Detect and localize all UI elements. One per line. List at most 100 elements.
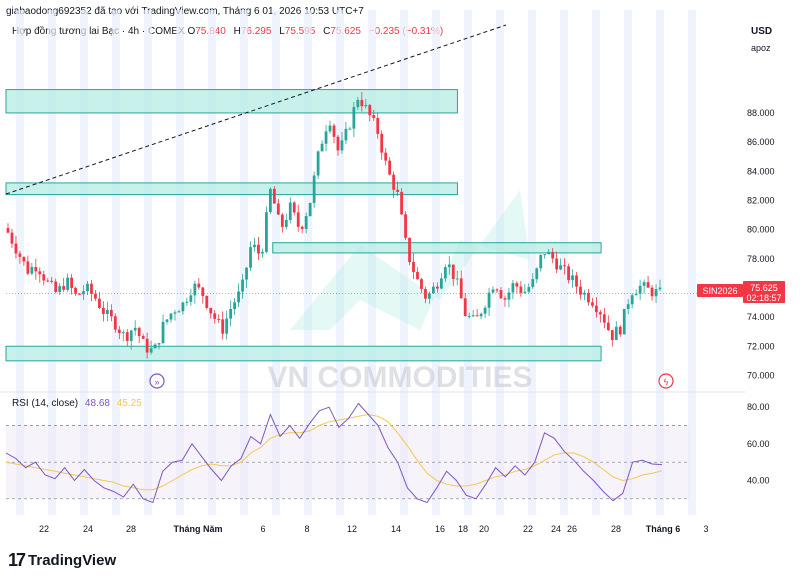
candle-body xyxy=(455,278,459,280)
candle-body xyxy=(344,128,348,141)
candle-body xyxy=(332,125,336,137)
candle-body xyxy=(125,332,129,341)
candle-body xyxy=(416,272,419,280)
candle-body xyxy=(606,322,610,331)
trendline xyxy=(5,24,507,195)
scale-mode-label[interactable]: apoz xyxy=(751,43,771,53)
session-band xyxy=(400,10,408,515)
candle-body xyxy=(82,291,85,295)
candle-body xyxy=(221,319,225,334)
candle-body xyxy=(575,275,578,287)
candle-body xyxy=(237,291,240,303)
candle-body xyxy=(42,274,46,281)
candle-body xyxy=(443,267,447,279)
watermark-group: VN COMMODITIES xyxy=(267,190,533,394)
session-band xyxy=(464,10,472,515)
candle-body xyxy=(511,283,515,293)
rsi-levels xyxy=(6,425,690,500)
candle-body xyxy=(475,315,479,317)
candle-body xyxy=(296,212,300,227)
candle-body xyxy=(233,302,236,309)
rsi-line xyxy=(5,402,663,504)
session-band xyxy=(80,10,88,515)
currency-label[interactable]: USD xyxy=(751,26,773,37)
candle-body xyxy=(86,283,89,292)
candle-body xyxy=(654,289,658,297)
candle-body xyxy=(539,254,543,269)
candle-body xyxy=(551,251,555,259)
candle-body xyxy=(38,271,42,275)
candle-body xyxy=(284,220,288,227)
time-tick-label: 6 xyxy=(260,524,265,534)
candle-body xyxy=(412,262,415,273)
candle-body xyxy=(268,188,272,213)
rsi-legend[interactable]: RSI (14, close) 48.68 45.25 xyxy=(12,398,142,409)
candle-body xyxy=(328,125,332,132)
candle-body xyxy=(360,99,364,107)
candle-body xyxy=(249,247,252,268)
candle-body xyxy=(292,202,296,213)
lightning-glyph: ϟ xyxy=(664,377,669,387)
candle-body xyxy=(26,261,30,274)
zones-group xyxy=(5,89,602,362)
watermark-arrow-shape xyxy=(290,190,530,330)
candle-body xyxy=(364,105,368,107)
candle-body xyxy=(117,329,121,334)
rsi-label: RSI (14, close) xyxy=(12,398,79,409)
candle-body xyxy=(384,152,388,161)
session-band xyxy=(208,10,216,515)
candle-body xyxy=(527,287,531,292)
candle-body xyxy=(62,286,66,290)
event-markers: » ϟ xyxy=(149,373,674,389)
candle-body xyxy=(22,256,26,262)
symbol-title[interactable]: Hợp đồng tương lai Bạc · 4h · COMEX xyxy=(12,26,185,37)
candle-body xyxy=(432,286,435,294)
footer-brand[interactable]: 17 TradingView xyxy=(8,550,116,571)
candle-body xyxy=(261,251,264,254)
session-band xyxy=(336,10,344,515)
candle-body xyxy=(451,264,455,279)
candle-body xyxy=(634,293,638,296)
candle-body xyxy=(348,128,352,130)
candle-body xyxy=(424,288,427,299)
candle-body xyxy=(213,313,217,319)
candle-body xyxy=(428,293,431,299)
time-tick-label: 14 xyxy=(391,524,401,534)
time-axis: 22 24 28 Tháng Năm 6 8 12 14 16 18 20 22 24 26 28 Tháng… xyxy=(39,524,709,534)
price-tick-label: 74.000 xyxy=(747,312,775,322)
session-band xyxy=(496,10,504,515)
candle-body xyxy=(181,302,185,312)
candle-body xyxy=(66,277,70,290)
time-tick-label: 8 xyxy=(304,524,309,534)
candle-body xyxy=(276,203,280,215)
candle-body xyxy=(479,313,483,317)
candle-body xyxy=(658,287,662,290)
candle-body xyxy=(253,244,256,248)
candle-body xyxy=(587,292,590,303)
time-tick-label: 16 xyxy=(435,524,445,534)
candle-body xyxy=(14,243,18,254)
candle-body xyxy=(380,133,384,153)
session-band xyxy=(176,10,184,515)
candle-body xyxy=(265,212,268,252)
time-tick-label: 28 xyxy=(126,524,136,534)
candle-body xyxy=(304,216,308,229)
candle-body xyxy=(499,290,503,299)
price-tag[interactable]: SIN2026 75.625 02:18:57 xyxy=(697,281,785,303)
zone-4 xyxy=(5,345,602,362)
candle-body xyxy=(622,308,626,335)
time-tick-label: 22 xyxy=(523,524,533,534)
candle-body xyxy=(336,136,340,151)
candle-body xyxy=(571,275,574,281)
price-tag-countdown: 02:18:57 xyxy=(746,293,781,303)
candle-body xyxy=(205,295,209,308)
session-band xyxy=(48,10,56,515)
session-band xyxy=(304,10,312,515)
candle-body xyxy=(340,140,344,151)
candle-body xyxy=(312,175,316,203)
high-value: 76.295 xyxy=(240,26,272,37)
rsi-ma-line xyxy=(5,413,663,491)
candle-body xyxy=(507,292,511,300)
time-tick-label: 12 xyxy=(347,524,357,534)
